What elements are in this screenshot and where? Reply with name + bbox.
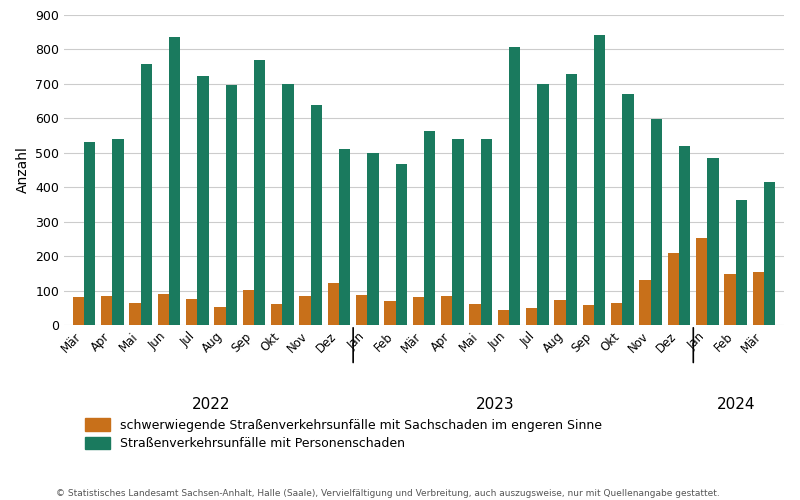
Bar — [226, 84, 237, 325]
Bar — [470, 304, 481, 325]
Bar — [566, 74, 577, 325]
Bar — [73, 298, 84, 325]
Bar — [384, 301, 396, 325]
Bar — [639, 280, 650, 325]
Bar — [696, 238, 707, 325]
Y-axis label: Anzahl: Anzahl — [15, 146, 30, 194]
Bar — [554, 300, 566, 325]
Bar — [668, 252, 679, 325]
Bar — [129, 304, 141, 325]
Bar — [198, 76, 209, 325]
Bar — [339, 150, 350, 325]
Bar — [753, 272, 764, 325]
Bar — [582, 306, 594, 325]
Bar — [622, 94, 634, 325]
Bar — [509, 46, 520, 325]
Bar — [141, 64, 152, 325]
Legend: schwerwiegende Straßenverkehrsunfälle mit Sachschaden im engeren Sinne, Straßenv: schwerwiegende Straßenverkehrsunfälle mi… — [85, 418, 602, 450]
Bar — [158, 294, 169, 325]
Bar — [611, 302, 622, 325]
Text: 2022: 2022 — [192, 397, 230, 412]
Bar — [526, 308, 538, 325]
Bar — [254, 60, 266, 325]
Bar — [186, 299, 198, 325]
Bar — [328, 283, 339, 325]
Bar — [396, 164, 407, 325]
Bar — [413, 298, 424, 325]
Bar — [650, 120, 662, 325]
Bar — [169, 38, 180, 325]
Text: © Statistisches Landesamt Sachsen-Anhalt, Halle (Saale), Vervielfältigung und Ve: © Statistisches Landesamt Sachsen-Anhalt… — [56, 488, 720, 498]
Bar — [214, 307, 226, 325]
Bar — [356, 295, 367, 325]
Text: 2024: 2024 — [717, 397, 755, 412]
Bar — [707, 158, 719, 325]
Bar — [101, 296, 112, 325]
Bar — [242, 290, 254, 325]
Bar — [310, 104, 322, 325]
Bar — [367, 153, 378, 325]
Bar — [282, 84, 294, 325]
Bar — [764, 182, 775, 325]
Bar — [736, 200, 747, 325]
Bar — [498, 310, 509, 325]
Bar — [441, 296, 452, 325]
Bar — [725, 274, 736, 325]
Text: 2023: 2023 — [475, 397, 514, 412]
Bar — [84, 142, 95, 325]
Bar — [538, 84, 549, 325]
Bar — [299, 296, 310, 325]
Bar — [271, 304, 282, 325]
Bar — [481, 139, 492, 325]
Bar — [112, 139, 123, 325]
Bar — [594, 34, 606, 325]
Bar — [424, 131, 435, 325]
Bar — [452, 139, 464, 325]
Bar — [679, 146, 690, 325]
